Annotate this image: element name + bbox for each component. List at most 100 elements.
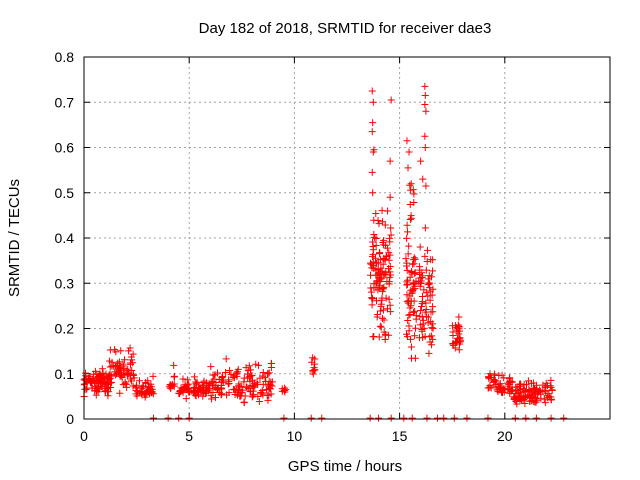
data-point [208,395,216,403]
data-point [518,396,526,404]
data-point [250,379,258,387]
data-point [406,216,414,224]
data-point [385,295,393,303]
data-point [372,266,380,274]
data-point [456,338,464,346]
data-point [378,314,386,322]
data-point [403,221,411,229]
data-point [245,362,253,370]
data-point [112,371,120,379]
data-point [428,332,436,340]
data-point [199,392,207,400]
data-point [103,388,111,396]
data-point [193,380,201,388]
data-point [121,356,129,364]
data-point [267,359,275,367]
data-point [385,265,393,273]
data-point [259,391,267,399]
data-point [455,323,463,331]
data-point [129,350,137,358]
data-point [372,234,380,242]
data-point [135,377,143,385]
data-point [543,392,551,400]
data-point-zero [423,414,431,422]
y-tick-label: 0.4 [55,230,75,246]
data-point [426,296,434,304]
data-point [170,372,178,380]
data-point [225,378,233,386]
data-point [235,387,243,395]
data-point [249,392,257,400]
data-point [126,344,134,352]
data-point [407,354,415,362]
data-point [408,268,416,276]
data-point [376,322,384,330]
data-point [309,368,317,376]
data-point [451,344,459,352]
data-point [416,282,424,290]
data-point [114,359,122,367]
data-point [231,386,239,394]
data-point [539,381,547,389]
data-point [407,286,415,294]
data-point [218,385,226,393]
data-point-zero [450,414,458,422]
data-point [235,380,243,388]
data-point-peak [422,107,430,115]
data-point-zero [366,414,374,422]
data-point [218,374,226,382]
data-point-zero [433,414,441,422]
data-point [179,375,187,383]
data-point [369,250,377,258]
data-point [102,384,110,392]
data-point [229,373,237,381]
data-point [254,361,262,369]
data-point [486,382,494,390]
y-tick-label: 0.7 [55,94,75,110]
data-point [379,260,387,268]
y-tick-label: 0.1 [55,366,75,382]
data-point [372,297,380,305]
data-point [267,390,275,398]
data-point [427,318,435,326]
data-point [244,370,252,378]
data-point-peak [421,101,429,109]
data-point [116,389,124,397]
data-point [418,298,426,306]
data-point [143,387,151,395]
x-tick-label: 0 [80,428,88,444]
data-point [403,281,411,289]
data-point-zero [511,414,519,422]
data-point [418,313,426,321]
data-point [521,400,529,408]
data-point [428,324,436,332]
data-point [264,396,272,404]
data-point [129,372,137,380]
data-point [310,364,318,372]
data-point [212,379,220,387]
data-point [505,378,513,386]
data-point-peak [368,128,376,136]
data-point [246,387,254,395]
data-point [411,307,419,315]
data-point [378,207,386,215]
data-point [376,256,384,264]
data-point-peak [421,144,429,151]
data-point [207,363,215,371]
data-point-peak [421,132,429,140]
data-point [417,306,425,314]
data-point [112,348,120,356]
data-point [106,346,114,354]
data-point [182,395,190,403]
data-point [263,391,271,399]
data-point [380,316,388,324]
data-point [422,306,430,314]
data-point [409,260,417,268]
data-point-peak [404,164,412,172]
data-point [190,373,198,381]
data-point [268,378,276,386]
data-point [405,311,413,319]
data-point [264,382,272,390]
data-point-peak [369,189,377,197]
